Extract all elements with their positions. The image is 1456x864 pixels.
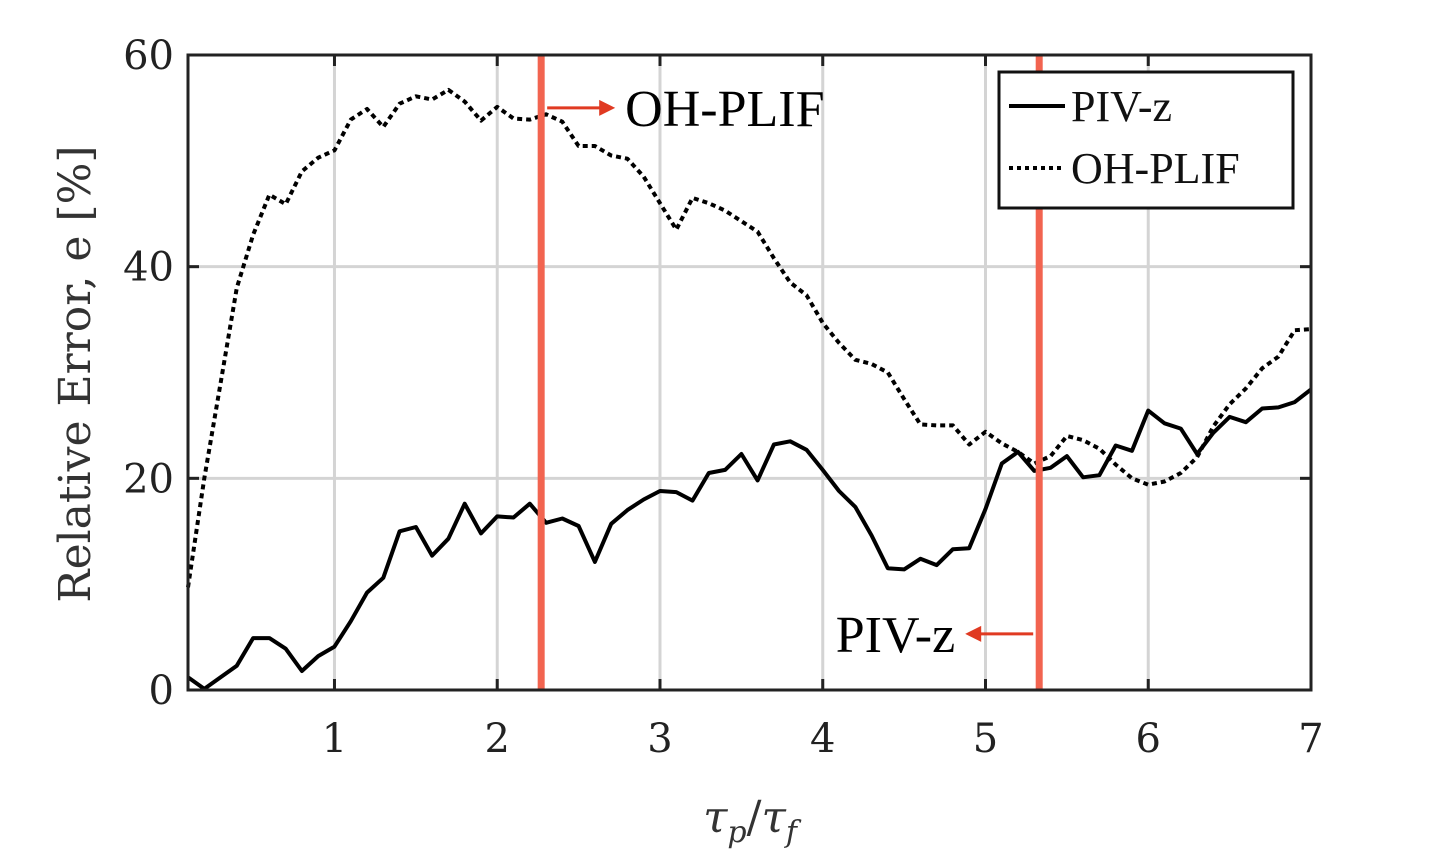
- x-tick-label-6: 6: [1136, 716, 1161, 762]
- x-tick-label-4: 4: [810, 716, 835, 762]
- marker-label-piv-z: PIV-z: [836, 607, 955, 664]
- legend: PIV-z OH-PLIF: [997, 70, 1295, 210]
- x-axis-title-tau-p: τ: [703, 792, 728, 843]
- marker-arrow-head-piv-z: [965, 625, 982, 642]
- y-tick-label-40: 40: [123, 245, 174, 291]
- marker-annotations: OH-PLIF PIV-z: [547, 81, 1034, 664]
- x-tick-label-3: 3: [647, 716, 672, 762]
- tick-marks: [188, 53, 1313, 692]
- x-axis-title-sub-p: p: [727, 815, 746, 850]
- series-line-piv-z: [186, 387, 1313, 691]
- plot-frame: [186, 53, 1313, 692]
- x-axis-title-slash: /: [747, 792, 762, 843]
- legend-label-oh-plif: OH-PLIF: [1071, 144, 1240, 193]
- x-tick-label-1: 1: [322, 716, 347, 762]
- x-tick-label-2: 2: [485, 716, 510, 762]
- legend-box: [997, 70, 1295, 210]
- x-axis-title: τp/τf: [703, 792, 802, 850]
- x-axis-title-sub-f: f: [784, 815, 802, 850]
- y-tick-label-0: 0: [149, 668, 174, 714]
- x-axis-title-tau-f: τ: [761, 792, 786, 843]
- x-tick-label-5: 5: [973, 716, 998, 762]
- y-axis-title: Relative Error, e [%]: [50, 145, 101, 602]
- marker-arrow-head-oh-plif: [599, 99, 616, 116]
- x-tick-label-7: 7: [1298, 716, 1323, 762]
- y-tick-label-60: 60: [123, 33, 174, 79]
- series-line-oh-plif: [186, 87, 1312, 588]
- marker-lines-group: [537, 55, 1043, 690]
- tick-labels: 1 2 3 4 5 6 7 0 20 40 60: [123, 33, 1324, 762]
- y-tick-label-20: 20: [123, 456, 174, 502]
- marker-label-oh-plif: OH-PLIF: [625, 81, 824, 138]
- legend-label-piv-z: PIV-z: [1071, 82, 1172, 131]
- series-group: [186, 87, 1313, 691]
